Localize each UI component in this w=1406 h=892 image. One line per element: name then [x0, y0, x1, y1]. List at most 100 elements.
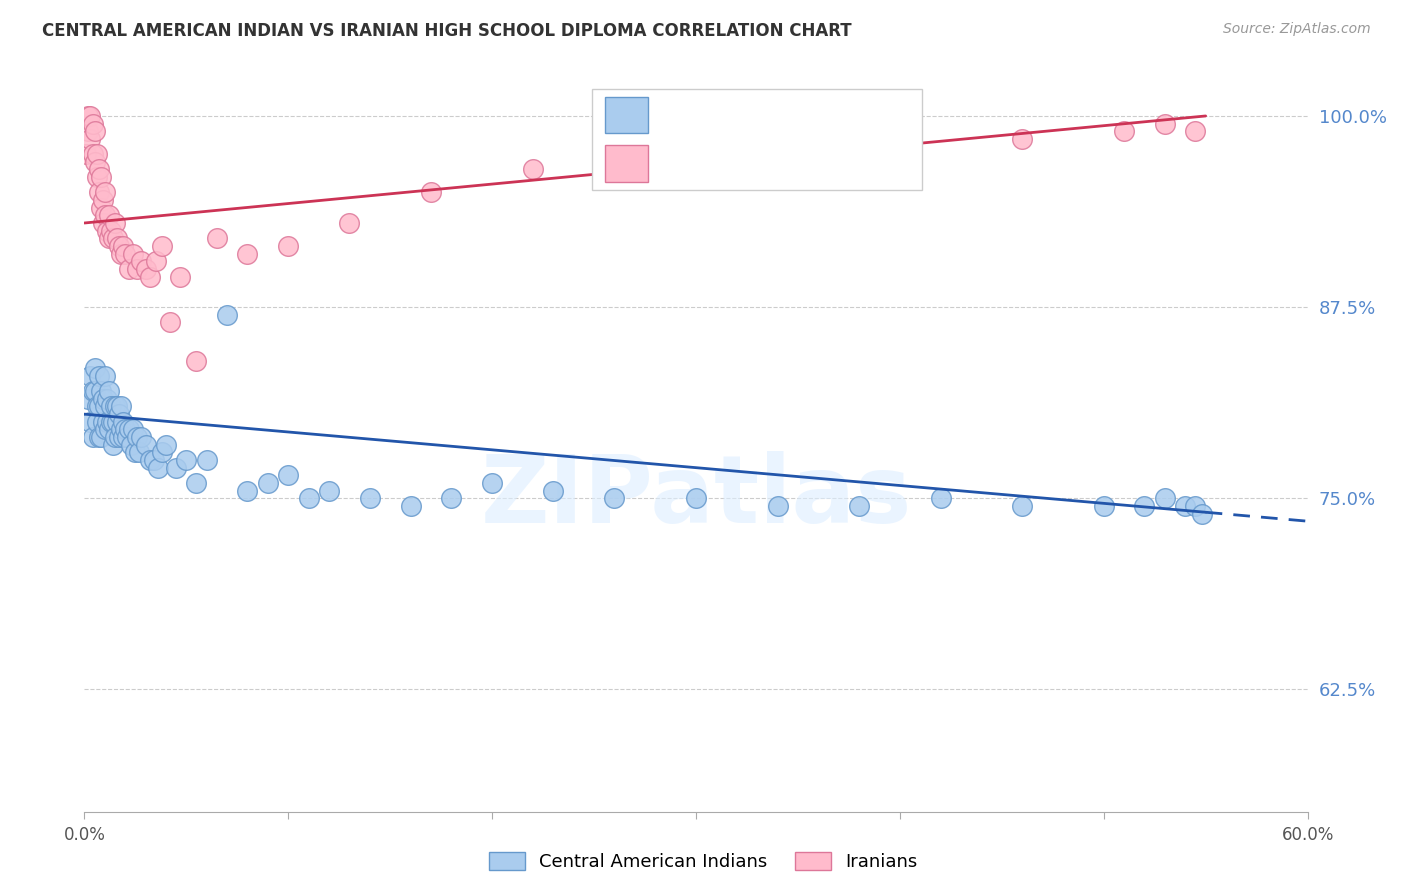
Point [93, 186, 115, 200]
Point [90, 384, 112, 399]
Point [848, 117, 870, 131]
Point [150, 445, 173, 459]
Point [603, 491, 626, 506]
Point [104, 400, 127, 414]
Point [90, 201, 112, 215]
Point [135, 438, 157, 452]
Text: Source: ZipAtlas.com: Source: ZipAtlas.com [1223, 22, 1371, 37]
Point [128, 445, 150, 459]
Point [77, 109, 100, 123]
Point [101, 415, 124, 429]
Point [1184, 124, 1206, 138]
Point [1154, 117, 1177, 131]
Point [277, 468, 299, 483]
Point [96, 224, 118, 238]
Point [87, 430, 110, 444]
Point [110, 422, 132, 436]
Point [83, 124, 105, 138]
Point [135, 261, 157, 276]
Text: CENTRAL AMERICAN INDIAN VS IRANIAN HIGH SCHOOL DIPLOMA CORRELATION CHART: CENTRAL AMERICAN INDIAN VS IRANIAN HIGH … [42, 22, 852, 40]
Point [91, 193, 114, 207]
Point [257, 475, 280, 490]
Point [420, 186, 443, 200]
Point [138, 453, 160, 467]
Point [127, 261, 149, 276]
Point [481, 475, 503, 490]
Point [87, 162, 110, 177]
Point [318, 483, 340, 498]
Point [91, 415, 114, 429]
Point [86, 170, 108, 185]
Point [97, 231, 120, 245]
Point [277, 239, 299, 253]
Point [93, 422, 115, 436]
Point [82, 430, 104, 444]
Point [1154, 491, 1177, 506]
Point [146, 460, 169, 475]
Point [205, 231, 228, 245]
Point [929, 491, 952, 506]
Point [101, 438, 124, 452]
Point [108, 239, 131, 253]
Point [114, 246, 136, 260]
Point [118, 261, 141, 276]
Point [1011, 499, 1033, 513]
Point [101, 231, 124, 245]
Point [87, 186, 110, 200]
Point [145, 254, 167, 268]
Point [195, 453, 218, 467]
Point [104, 216, 127, 230]
Point [91, 392, 114, 406]
Point [236, 483, 259, 498]
Point [87, 400, 110, 414]
Point [339, 216, 361, 230]
Point [110, 246, 132, 260]
Point [97, 422, 120, 436]
Point [105, 400, 128, 414]
Point [110, 400, 132, 414]
Text: ZIPatlas: ZIPatlas [481, 451, 911, 543]
Point [118, 422, 141, 436]
Point [105, 231, 128, 245]
Point [131, 254, 153, 268]
Point [1184, 499, 1206, 513]
Point [399, 499, 422, 513]
Point [87, 368, 110, 383]
Point [93, 368, 115, 383]
Point [122, 422, 145, 436]
Point [79, 109, 101, 123]
Point [100, 400, 122, 414]
Point [75, 147, 97, 161]
Point [96, 415, 118, 429]
Point [138, 269, 160, 284]
Point [1191, 507, 1213, 521]
Point [96, 392, 118, 406]
Point [522, 162, 544, 177]
Point [100, 224, 122, 238]
Point [665, 132, 688, 146]
Point [79, 368, 101, 383]
Point [155, 438, 177, 452]
Point [543, 483, 565, 498]
Point [91, 216, 114, 230]
Point [1092, 499, 1115, 513]
Point [114, 422, 136, 436]
Point [112, 415, 135, 429]
Point [217, 308, 239, 322]
Point [127, 430, 149, 444]
Point [83, 154, 105, 169]
Point [108, 430, 131, 444]
Point [685, 491, 707, 506]
Point [1114, 124, 1136, 138]
Point [86, 415, 108, 429]
Point [93, 208, 115, 222]
Point [82, 384, 104, 399]
Point [298, 491, 321, 506]
Point [174, 453, 197, 467]
Point [86, 147, 108, 161]
Point [82, 147, 104, 161]
Point [83, 384, 105, 399]
Legend: Central American Indians, Iranians: Central American Indians, Iranians [481, 845, 925, 879]
Point [104, 430, 127, 444]
Point [97, 384, 120, 399]
